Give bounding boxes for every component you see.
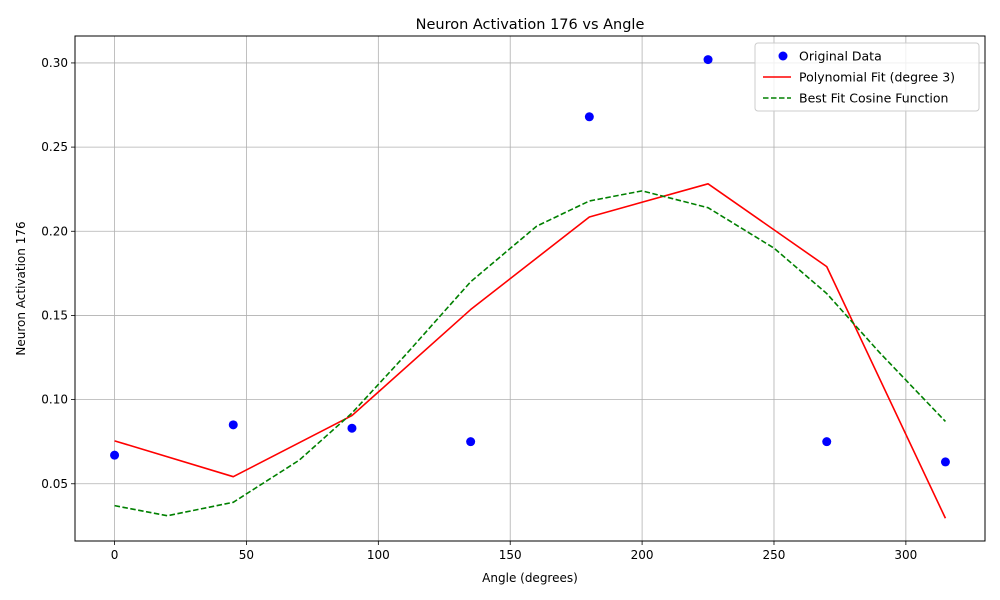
x-tick-label: 100 xyxy=(367,548,390,562)
data-point xyxy=(347,423,357,433)
axis-ticks: 0 50 100 150 200 250 300 0.05 0.10 0.15 0.20 0.25 0.… xyxy=(41,56,917,562)
y-tick-label: 0.10 xyxy=(41,393,68,407)
x-tick-label: 250 xyxy=(763,548,786,562)
y-tick-label: 0.20 xyxy=(41,224,68,238)
data-point xyxy=(822,437,832,447)
x-tick-label: 200 xyxy=(631,548,654,562)
data-point xyxy=(110,450,120,460)
legend-box xyxy=(754,42,980,112)
y-tick-label: 0.05 xyxy=(41,477,68,491)
legend-label-polynomial-fit: Polynomial Fit (degree 3) xyxy=(799,70,955,85)
plot-frame xyxy=(74,35,986,542)
series-line-1 xyxy=(114,183,947,519)
data-point xyxy=(584,112,594,122)
y-tick-label: 0.25 xyxy=(41,140,68,154)
chart-title: Neuron Activation 176 vs Angle xyxy=(416,17,645,33)
x-tick-label: 0 xyxy=(111,548,119,562)
y-tick-label: 0.30 xyxy=(41,56,68,70)
y-tick-label: 0.15 xyxy=(41,308,68,322)
data-point xyxy=(940,457,950,467)
legend: Original Data Polynomial Fit (degree 3) … xyxy=(754,42,980,112)
data-point xyxy=(466,437,476,447)
legend-label-cosine-fit: Best Fit Cosine Function xyxy=(799,91,948,106)
x-axis-label: Angle (degrees) xyxy=(482,571,578,585)
x-tick-label: 300 xyxy=(894,548,917,562)
legend-marker-original-data xyxy=(778,51,788,61)
plot-area xyxy=(110,55,950,519)
x-tick-label: 50 xyxy=(239,548,254,562)
x-tick-label: 150 xyxy=(499,548,522,562)
y-axis-label: Neuron Activation 176 xyxy=(14,221,28,355)
series-line-2 xyxy=(114,190,947,517)
data-point xyxy=(228,420,238,430)
data-point xyxy=(703,55,713,65)
legend-label-original-data: Original Data xyxy=(799,49,882,64)
